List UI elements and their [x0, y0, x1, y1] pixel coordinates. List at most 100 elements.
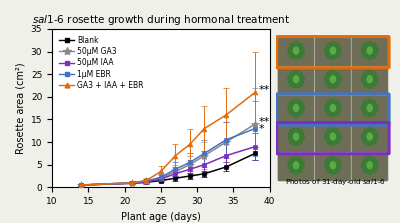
Circle shape [367, 47, 372, 54]
Circle shape [298, 161, 304, 169]
Circle shape [326, 129, 332, 137]
Circle shape [363, 165, 369, 173]
Circle shape [330, 80, 336, 88]
Circle shape [297, 158, 303, 166]
Circle shape [289, 136, 295, 144]
Circle shape [363, 50, 369, 58]
Circle shape [297, 136, 303, 144]
Circle shape [297, 100, 303, 108]
Circle shape [326, 107, 332, 116]
FancyBboxPatch shape [351, 66, 388, 95]
Circle shape [330, 99, 336, 107]
Circle shape [367, 109, 373, 117]
Circle shape [293, 70, 299, 78]
Circle shape [367, 70, 373, 78]
Circle shape [370, 107, 376, 116]
Circle shape [335, 104, 341, 112]
Circle shape [330, 70, 336, 78]
Circle shape [330, 128, 336, 135]
Circle shape [334, 158, 340, 166]
Circle shape [367, 41, 373, 50]
Circle shape [288, 47, 294, 55]
Circle shape [367, 166, 373, 174]
Circle shape [334, 136, 340, 144]
FancyBboxPatch shape [314, 124, 352, 153]
Circle shape [363, 79, 369, 87]
Circle shape [367, 52, 373, 60]
Circle shape [293, 109, 299, 117]
X-axis label: Plant age (days): Plant age (days) [121, 212, 201, 222]
FancyBboxPatch shape [278, 38, 314, 67]
Circle shape [370, 165, 376, 173]
Circle shape [335, 133, 341, 140]
Circle shape [294, 133, 299, 140]
Circle shape [334, 50, 340, 58]
Circle shape [330, 52, 336, 60]
Circle shape [370, 100, 376, 108]
Circle shape [367, 80, 373, 88]
Y-axis label: Rosette area (cm²): Rosette area (cm²) [15, 62, 25, 154]
Circle shape [335, 47, 341, 55]
Circle shape [289, 50, 295, 58]
Circle shape [370, 72, 376, 80]
Circle shape [326, 72, 332, 80]
Circle shape [367, 76, 372, 83]
Circle shape [330, 104, 336, 112]
Circle shape [370, 158, 376, 166]
Legend: Blank, 50μM GA3, 50μM IAA, 1μM EBR, GA3 + IAA + EBR: Blank, 50μM GA3, 50μM IAA, 1μM EBR, GA3 … [56, 33, 147, 93]
Circle shape [298, 133, 304, 140]
Circle shape [326, 43, 332, 51]
Circle shape [297, 43, 303, 51]
Circle shape [334, 43, 340, 51]
Circle shape [362, 104, 367, 112]
Circle shape [330, 166, 336, 174]
Circle shape [288, 133, 294, 140]
Circle shape [330, 133, 336, 140]
Circle shape [325, 133, 330, 140]
Circle shape [367, 99, 373, 107]
Circle shape [372, 104, 378, 112]
Circle shape [326, 158, 332, 166]
Circle shape [326, 79, 332, 87]
Circle shape [289, 79, 295, 87]
Circle shape [325, 104, 330, 112]
Circle shape [363, 72, 369, 80]
Circle shape [370, 43, 376, 51]
Circle shape [294, 76, 299, 83]
Circle shape [293, 138, 299, 146]
Circle shape [362, 47, 367, 55]
Circle shape [334, 165, 340, 173]
Circle shape [367, 138, 373, 146]
Circle shape [367, 104, 372, 112]
Circle shape [297, 72, 303, 80]
Circle shape [289, 43, 295, 51]
Circle shape [325, 161, 330, 169]
Circle shape [298, 75, 304, 83]
Circle shape [297, 107, 303, 116]
Circle shape [367, 128, 373, 135]
Circle shape [370, 129, 376, 137]
Circle shape [289, 158, 295, 166]
FancyBboxPatch shape [278, 66, 314, 95]
Circle shape [363, 107, 369, 116]
Text: *: * [259, 124, 264, 134]
Circle shape [293, 156, 299, 164]
FancyBboxPatch shape [314, 95, 352, 124]
Text: Photos of 31-day-old $\mathit{sal1}$-6: Photos of 31-day-old $\mathit{sal1}$-6 [285, 177, 386, 186]
Circle shape [297, 79, 303, 87]
Circle shape [298, 47, 304, 55]
Circle shape [334, 100, 340, 108]
Circle shape [335, 75, 341, 83]
Circle shape [372, 133, 378, 140]
Circle shape [326, 136, 332, 144]
Circle shape [363, 136, 369, 144]
Circle shape [325, 47, 330, 55]
FancyBboxPatch shape [351, 152, 388, 181]
Circle shape [294, 47, 299, 54]
Circle shape [372, 47, 378, 55]
Circle shape [326, 100, 332, 108]
Circle shape [363, 43, 369, 51]
Circle shape [363, 129, 369, 137]
FancyBboxPatch shape [314, 152, 352, 181]
Circle shape [334, 72, 340, 80]
